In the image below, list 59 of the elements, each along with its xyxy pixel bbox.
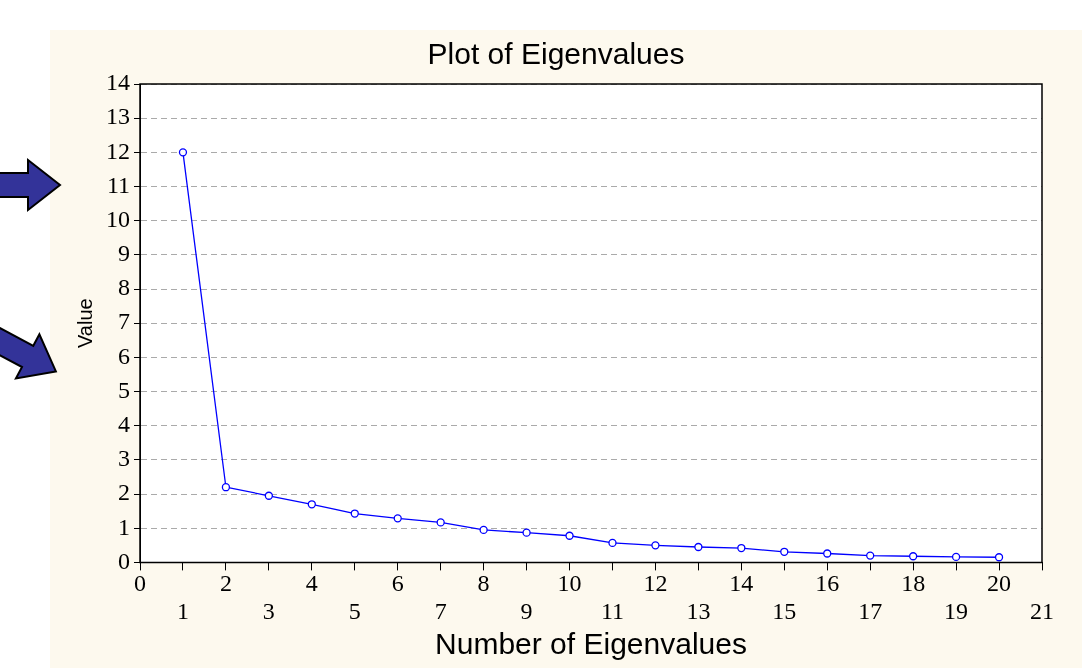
y-tick-label: 2: [118, 479, 130, 506]
x-tick-label: 18: [901, 569, 926, 596]
point: [951, 552, 961, 562]
x2-tick-label: 17: [858, 597, 883, 624]
x-tick-label: 14: [729, 569, 754, 596]
x2-tick-label: 11: [600, 597, 625, 624]
point: [565, 531, 574, 540]
x2-tick-label: 3: [262, 597, 275, 624]
x2-tick-label: 13: [686, 597, 711, 624]
point: [651, 541, 660, 550]
x-tick-label: 8: [477, 569, 490, 596]
x-tick-label: 2: [219, 569, 232, 596]
point: [221, 483, 231, 492]
x2-tick-label: 5: [348, 597, 361, 624]
x2-tick-label: 19: [944, 597, 969, 624]
point: [780, 547, 789, 556]
y-tick-label: 1: [118, 513, 130, 540]
point: [608, 538, 617, 548]
y-tick-label: 6: [118, 342, 130, 369]
chart-title: Plot of Eigenvalues: [427, 37, 685, 71]
x-tick-label: 12: [643, 569, 668, 596]
y-tick-label: 14: [106, 69, 130, 96]
x-axis-title: Number of Eigenvalues: [435, 627, 747, 661]
y-tick-label: 8: [118, 274, 130, 301]
y-tick-label: 5: [118, 376, 130, 403]
y-tick-label: 13: [106, 103, 130, 130]
point: [479, 525, 488, 535]
y-axis-title: Value: [73, 298, 96, 349]
point: [350, 509, 359, 518]
y-tick-label: 11: [106, 171, 130, 198]
point: [737, 543, 746, 553]
point: [436, 518, 445, 527]
point: [694, 542, 703, 552]
y-tick-label: 7: [118, 308, 130, 335]
point: [823, 549, 832, 558]
x2-tick-label: 15: [772, 597, 797, 624]
x-tick-label: 6: [391, 569, 404, 596]
y-tick-label: 12: [106, 137, 130, 164]
point: [866, 551, 875, 560]
x-tick-label: 10: [557, 569, 582, 596]
x-tick-label: 20: [987, 569, 1012, 596]
x2-tick-label: 9: [520, 597, 533, 624]
x2-tick-label: 7: [434, 597, 447, 624]
point: [307, 500, 316, 509]
y-tick-label: 0: [118, 547, 130, 574]
x2-tick-label: 1: [176, 597, 189, 624]
point: [264, 491, 274, 500]
y-tick-label: 10: [106, 205, 130, 232]
point: [994, 553, 1004, 562]
point: [393, 514, 402, 523]
y-tick-label: 9: [118, 240, 130, 267]
x2-tick-label: 21: [1030, 597, 1054, 624]
point: [522, 528, 531, 537]
point: [178, 148, 188, 157]
point: [908, 552, 918, 561]
y-tick-label: 4: [118, 411, 130, 438]
x-tick-label: 4: [305, 569, 318, 596]
y-tick-label: 3: [118, 445, 130, 472]
x-tick-label: 16: [815, 569, 840, 596]
